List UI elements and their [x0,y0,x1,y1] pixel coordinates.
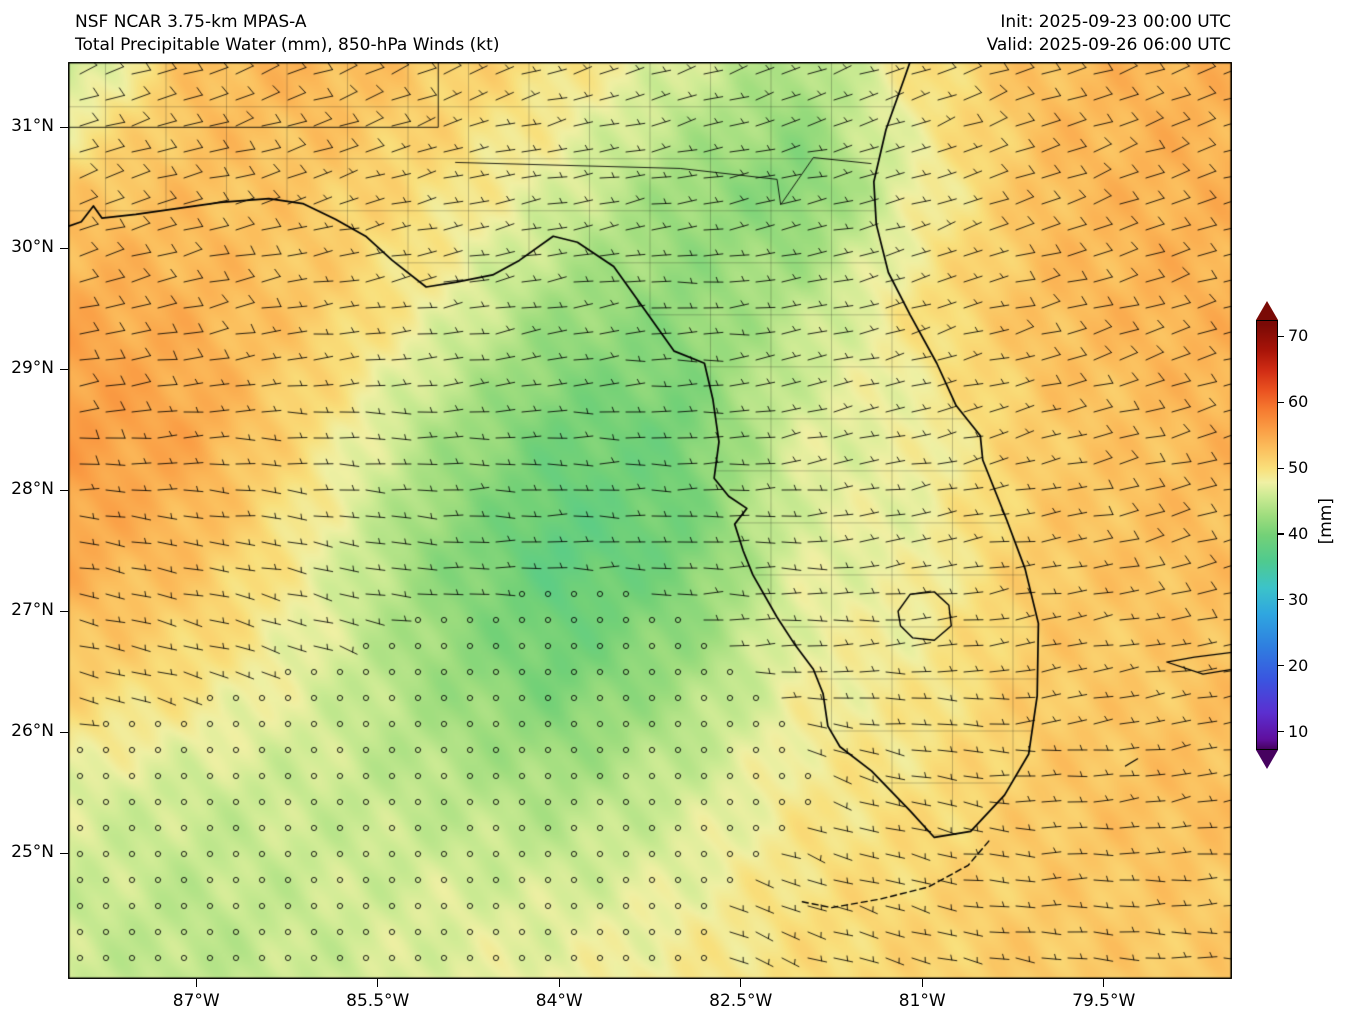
y-tick-mark [60,731,68,734]
y-tick-label: 30°N [11,237,54,258]
y-tick-label: 27°N [11,600,54,621]
colorbar-tick-mark [1278,533,1284,535]
product-title: Total Precipitable Water (mm), 850-hPa W… [75,35,500,55]
y-tick-mark [60,126,68,129]
colorbar-tick-mark [1278,599,1284,601]
x-tick-mark [377,979,379,987]
title-block: NSF NCAR 3.75-km MPAS-A Total Precipitab… [75,11,499,57]
x-tick-label: 82.5°W [709,991,773,1011]
x-tick-label: 87°W [172,991,220,1011]
colorbar-tick-label: 10 [1288,721,1309,741]
y-tick-label: 26°N [11,721,54,742]
y-tick-mark [60,610,68,613]
y-tick-mark [60,852,68,855]
x-tick-mark [1103,979,1105,987]
x-tick-mark [558,979,560,987]
x-tick-mark [740,979,742,987]
y-tick-mark [60,247,68,250]
colorbar-tick-mark [1278,730,1284,733]
x-tick-mark [921,979,923,987]
y-tick-label: 25°N [11,842,54,863]
colorbar-gradient [1256,320,1278,750]
map-canvas [68,62,1232,979]
y-tick-label: 28°N [11,479,54,500]
model-title: NSF NCAR 3.75-km MPAS-A [75,12,307,32]
colorbar-tick-mark [1278,665,1284,667]
y-tick-label: 31°N [11,116,54,137]
colorbar-bottom-arrow [1256,750,1278,769]
map-frame [68,62,1232,979]
y-tick-mark [60,489,68,492]
colorbar-tick-label: 60 [1288,392,1309,412]
y-tick-label: 29°N [11,358,54,379]
x-tick-label: 79.5°W [1072,991,1136,1011]
colorbar-tick-label: 30 [1288,589,1309,609]
valid-time: Valid: 2025-09-26 06:00 UTC [986,35,1231,55]
colorbar-tick-label: 20 [1288,655,1309,675]
colorbar-tick-mark [1278,335,1284,338]
colorbar-top-arrow [1256,301,1278,320]
y-tick-mark [60,368,68,371]
x-tick-label: 85.5°W [346,991,410,1011]
init-time: Init: 2025-09-23 00:00 UTC [1000,12,1231,32]
x-tick-mark [195,979,197,987]
x-tick-label: 81°W [898,991,946,1011]
colorbar-tick-mark [1278,467,1284,469]
colorbar-tick-label: 40 [1288,524,1309,543]
time-block: Init: 2025-09-23 00:00 UTC Valid: 2025-0… [987,11,1231,57]
x-tick-label: 84°W [535,991,583,1011]
colorbar-tick-label: 50 [1288,458,1309,478]
colorbar-tick-label: 70 [1288,326,1309,346]
colorbar-unit-label: [mm] [1316,498,1336,545]
colorbar-tick-mark [1278,401,1284,403]
